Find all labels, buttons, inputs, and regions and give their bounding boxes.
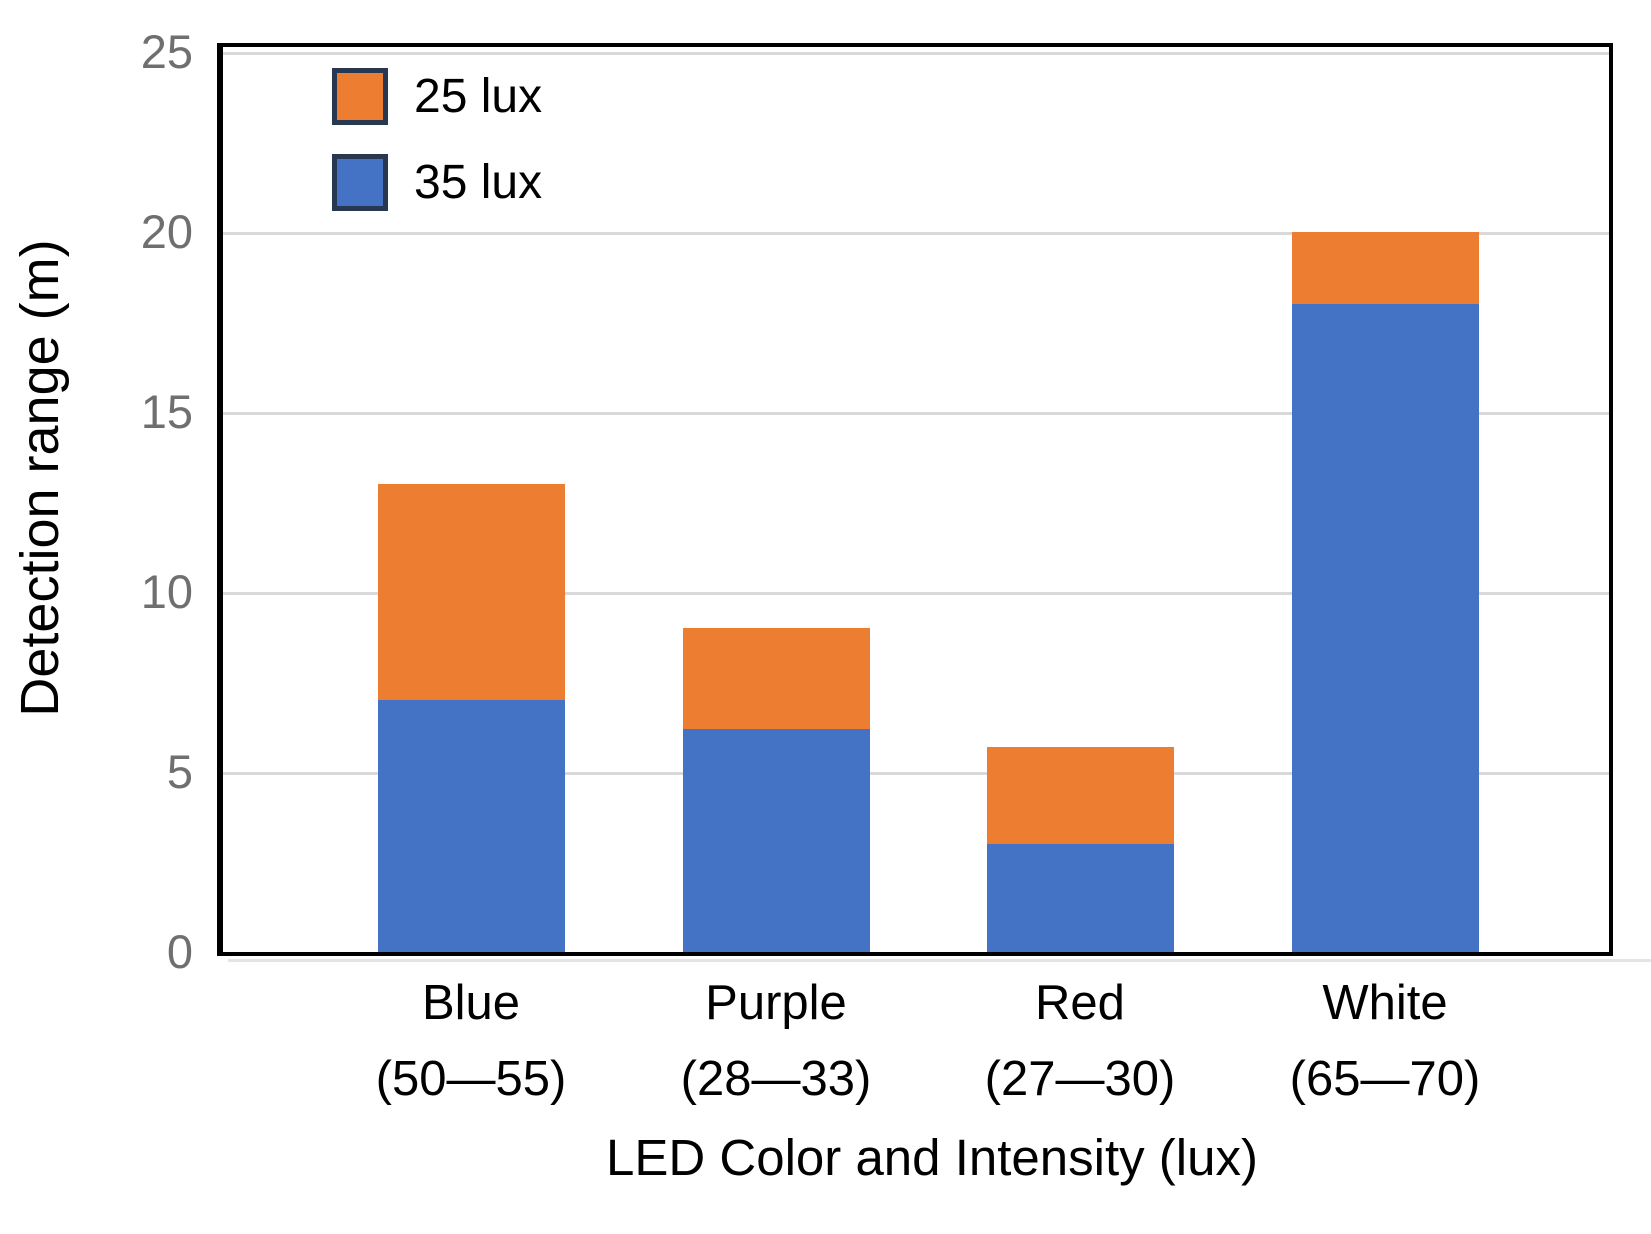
- legend-item-25lux: 25 lux: [332, 68, 542, 125]
- x-category-intensity-range: (50—55): [375, 1051, 567, 1106]
- bar-segment-25lux-purple: [682, 628, 870, 729]
- y-axis-title: Detection range (m): [10, 239, 70, 717]
- gridline-y-20: [223, 232, 1609, 235]
- bar-segment-35lux-white: [1292, 304, 1479, 952]
- bar-segment-25lux-blue: [378, 484, 565, 700]
- x-category-name: Blue: [421, 976, 521, 1030]
- x-category-name: Purple: [705, 976, 847, 1030]
- x-category-label-white: White (65—70): [1215, 966, 1555, 1118]
- bar-segment-35lux-blue: [378, 700, 565, 952]
- bar-blue: [378, 484, 565, 952]
- x-category-label-red: Red (27—30): [910, 966, 1250, 1118]
- bar-segment-25lux-red: [986, 746, 1174, 844]
- x-category-name: White: [1322, 976, 1448, 1030]
- legend: 25 lux 35 lux: [332, 68, 542, 240]
- bar-red: [986, 746, 1174, 952]
- bar-segment-25lux-white: [1292, 232, 1479, 304]
- bar-purple: [682, 628, 870, 952]
- y-tick-label-5: 5: [166, 745, 193, 798]
- x-category-label-blue: Blue (50—55): [301, 966, 641, 1118]
- gridline-y-15: [223, 412, 1609, 415]
- y-tick-label-10: 10: [140, 565, 193, 618]
- bar-white: [1292, 232, 1479, 952]
- x-category-intensity-range: (27—30): [984, 1051, 1176, 1106]
- y-tick-label-20: 20: [140, 205, 193, 258]
- y-tick-label-15: 15: [140, 385, 193, 438]
- legend-label-35lux: 35 lux: [414, 155, 543, 209]
- x-category-intensity-range: (28—33): [680, 1051, 872, 1106]
- x-axis-title: LED Color and Intensity (lux): [606, 1129, 1258, 1186]
- legend-swatch-orange: [332, 68, 388, 125]
- y-tick-label-25: 25: [140, 25, 193, 78]
- gridline-y-25: [223, 52, 1609, 55]
- plot-inner: [223, 47, 1609, 952]
- y-tick-label-0: 0: [166, 925, 193, 978]
- x-category-label-purple: Purple (28—33): [606, 966, 946, 1118]
- plot-area: [217, 43, 1613, 956]
- legend-item-35lux: 35 lux: [332, 154, 542, 211]
- legend-label-25lux: 25 lux: [414, 69, 543, 123]
- x-category-intensity-range: (65—70): [1289, 1051, 1481, 1106]
- gridline-y-10: [223, 592, 1609, 595]
- x-category-name: Red: [1035, 976, 1125, 1030]
- chart-bottom-shadow-line: [228, 959, 1651, 962]
- bar-segment-35lux-purple: [682, 728, 870, 952]
- gridline-y-5: [223, 772, 1609, 775]
- bar-segment-35lux-red: [986, 844, 1174, 952]
- legend-swatch-blue: [332, 154, 388, 211]
